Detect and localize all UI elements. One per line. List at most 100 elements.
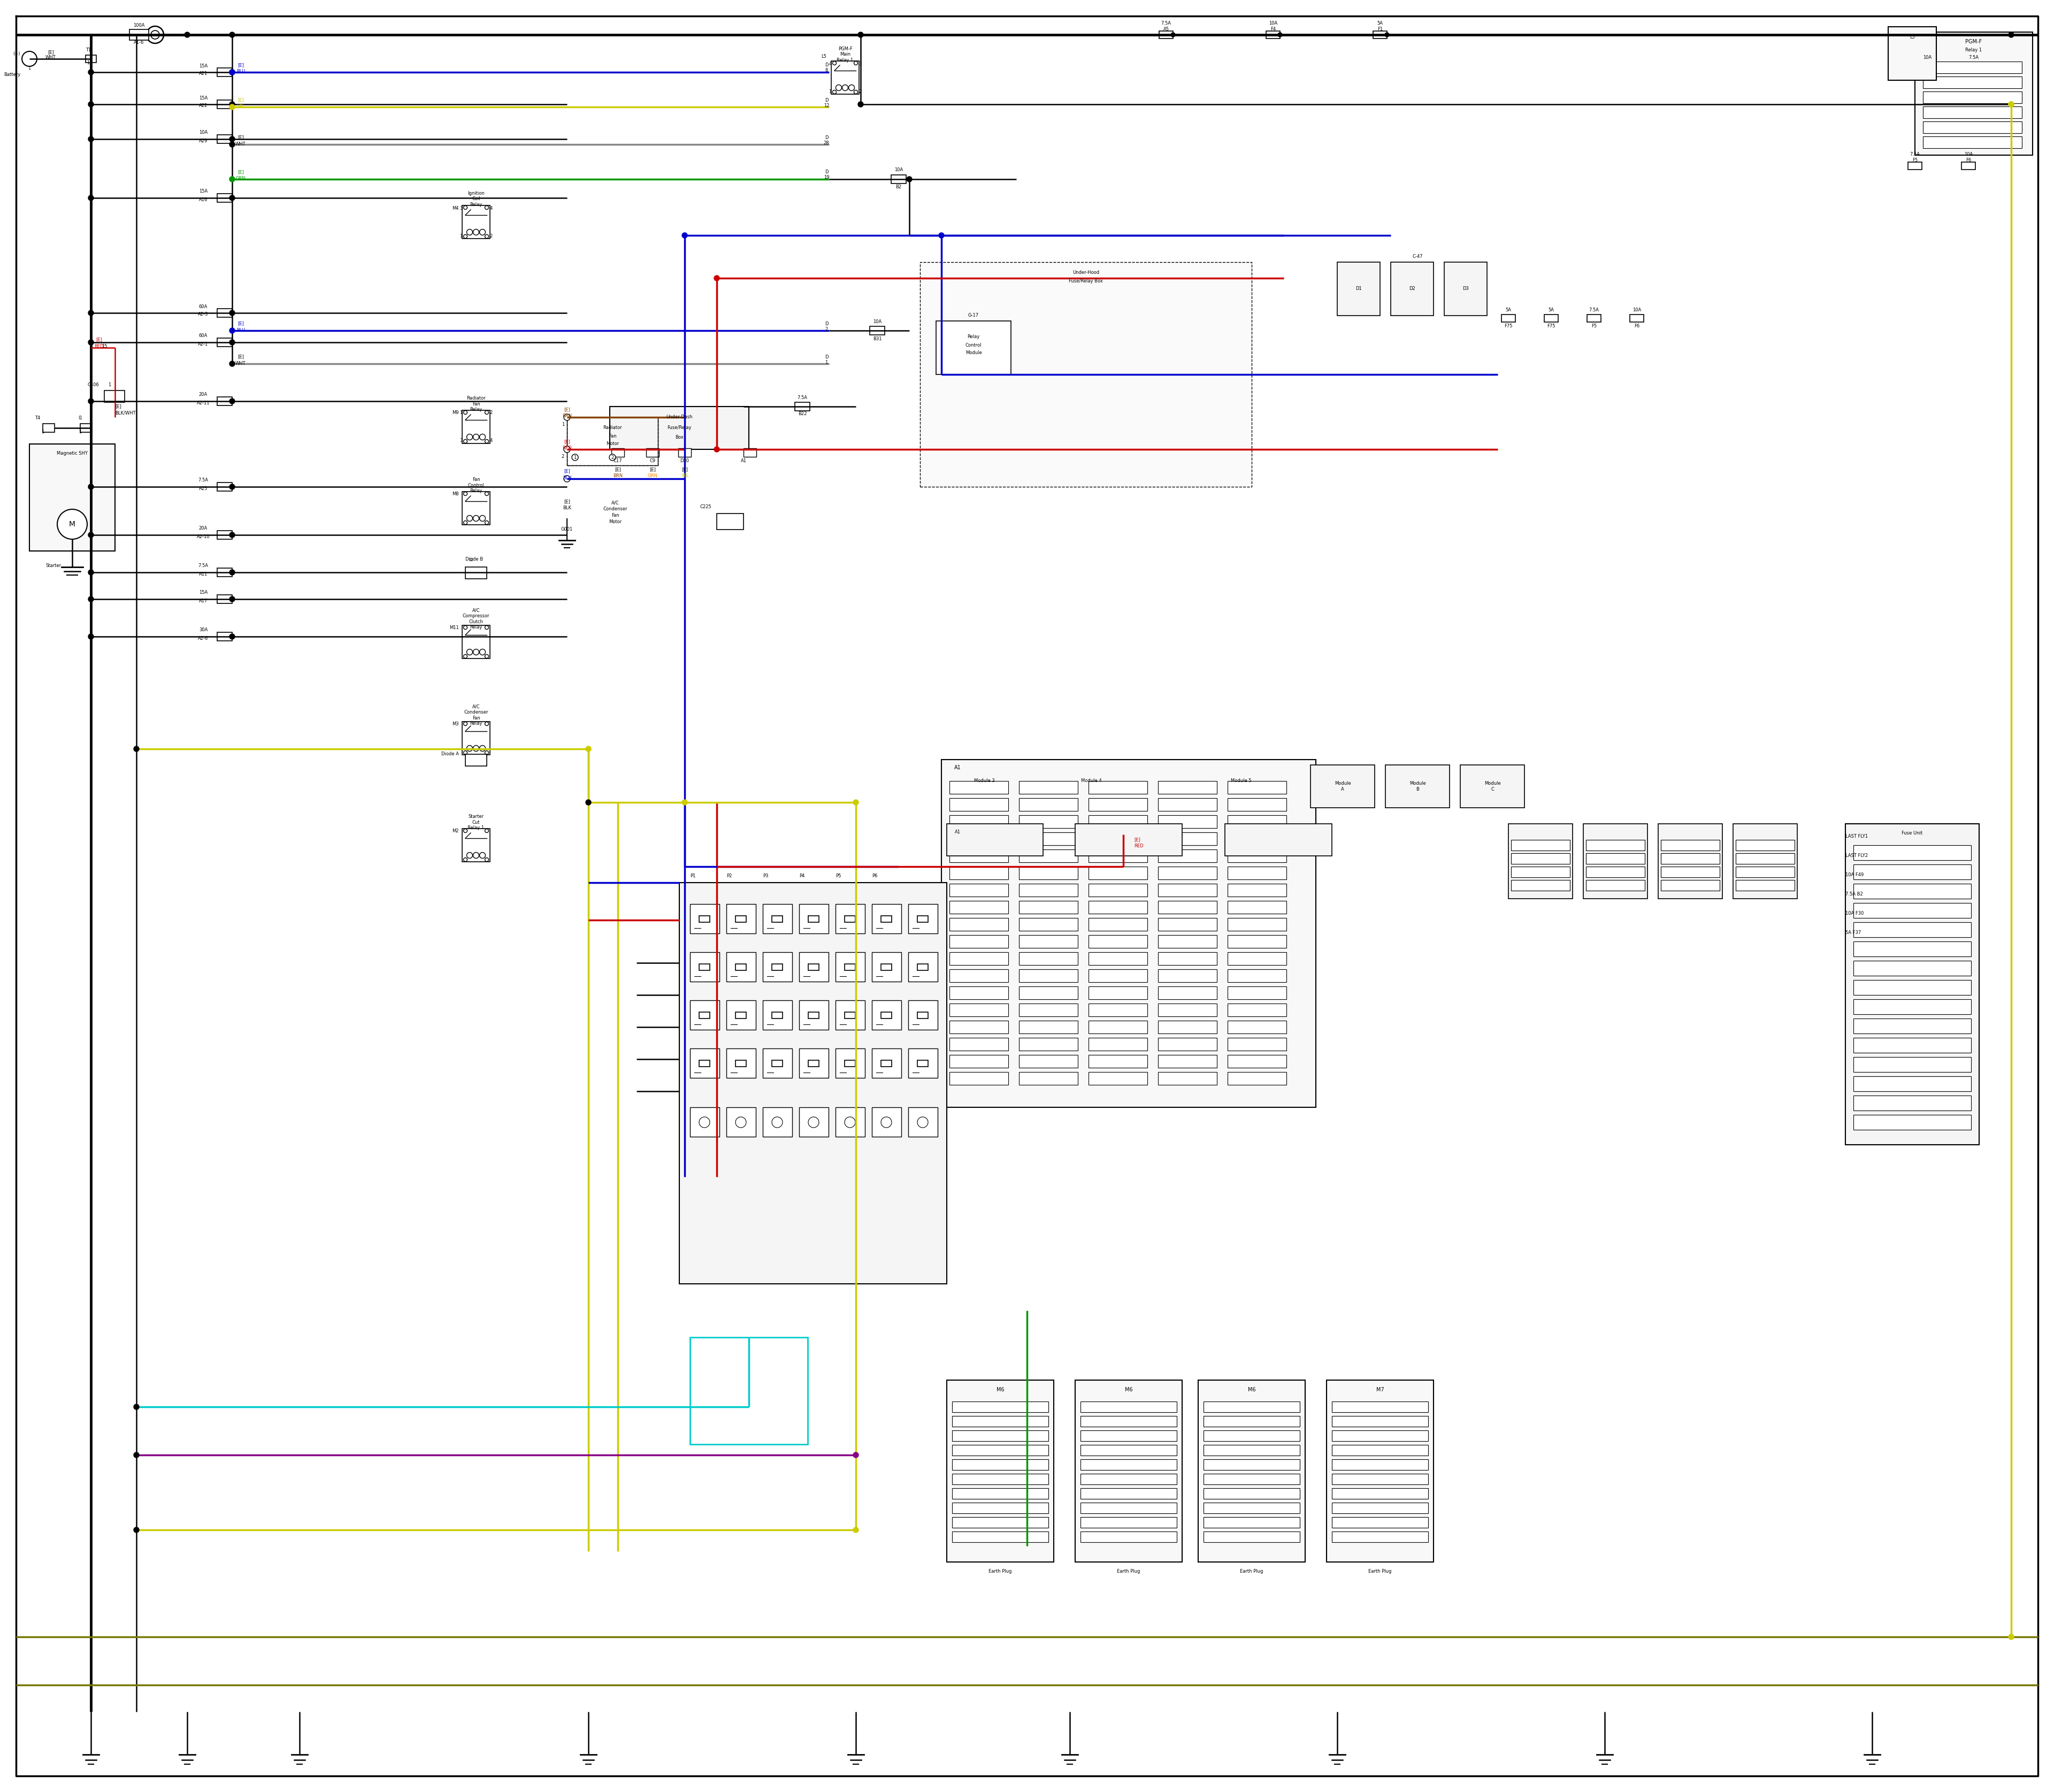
Bar (1228, 986, 1286, 1000)
Bar (836, 1107, 865, 1136)
Text: WHT: WHT (45, 56, 55, 61)
Bar (881, 964, 891, 969)
Text: 1: 1 (86, 61, 90, 66)
Circle shape (852, 1527, 859, 1532)
Bar (1228, 918, 1286, 930)
Bar (762, 952, 793, 982)
Text: A1: A1 (955, 830, 961, 835)
Text: [E]: [E] (563, 439, 571, 444)
Bar (1158, 1038, 1216, 1050)
Circle shape (859, 102, 863, 108)
Text: Module
B: Module B (1409, 781, 1425, 792)
Bar (567, 418, 657, 466)
Text: Fan: Fan (612, 513, 618, 518)
Circle shape (2009, 32, 2013, 38)
Bar (881, 1061, 891, 1066)
Circle shape (485, 625, 489, 629)
Text: Under-Dash: Under-Dash (665, 414, 692, 419)
Bar (1019, 1004, 1078, 1016)
Bar (1853, 923, 1972, 937)
Text: Condenser: Condenser (604, 507, 626, 513)
Circle shape (610, 453, 616, 461)
Text: YEL: YEL (680, 473, 688, 478)
Circle shape (859, 32, 863, 38)
Bar (1204, 1401, 1300, 1412)
Bar (1736, 853, 1795, 864)
Text: [E]: [E] (238, 97, 244, 102)
Bar (1853, 1095, 1972, 1111)
Bar (949, 831, 1009, 846)
Bar (1089, 901, 1148, 914)
Text: Module 3: Module 3 (974, 778, 994, 783)
Bar (717, 514, 744, 530)
Text: M6: M6 (1247, 1387, 1255, 1392)
Bar (1158, 986, 1216, 1000)
Circle shape (464, 625, 466, 629)
Bar (727, 1000, 756, 1030)
Bar (218, 595, 232, 604)
Text: D: D (824, 170, 828, 174)
Bar (1089, 849, 1148, 862)
Bar (807, 916, 820, 923)
Bar (567, 418, 657, 466)
Circle shape (230, 398, 234, 403)
Bar (1080, 1416, 1177, 1426)
Text: RED: RED (563, 446, 571, 450)
Text: 7.5A
F5: 7.5A F5 (1910, 152, 1920, 163)
Text: Radiator
Fan
Relay: Radiator Fan Relay (466, 396, 485, 412)
Bar (218, 633, 232, 642)
Circle shape (230, 70, 234, 75)
Text: 15: 15 (101, 344, 107, 349)
Circle shape (88, 634, 94, 640)
Bar (1853, 883, 1972, 898)
Bar (466, 754, 487, 765)
Text: Diode B: Diode B (466, 557, 483, 563)
Bar (1019, 901, 1078, 914)
Circle shape (230, 532, 234, 538)
Bar (1019, 781, 1078, 794)
Text: B2: B2 (896, 185, 902, 190)
Bar (1844, 824, 1980, 1145)
Text: 5A: 5A (1549, 306, 1555, 312)
Bar (466, 566, 487, 579)
Bar (1158, 781, 1216, 794)
Bar (844, 1012, 854, 1018)
Text: T1: T1 (86, 47, 90, 52)
Text: A/C
Condenser
Fan
Relay: A/C Condenser Fan Relay (464, 704, 489, 726)
Circle shape (134, 1527, 140, 1532)
Circle shape (2009, 102, 2013, 108)
Bar (1736, 880, 1795, 891)
Bar (129, 29, 148, 39)
Circle shape (230, 195, 234, 201)
Circle shape (571, 453, 579, 461)
Bar (1089, 1021, 1148, 1034)
Circle shape (134, 1452, 140, 1457)
Circle shape (185, 32, 189, 38)
Bar (1204, 1532, 1300, 1543)
Text: RED: RED (1134, 844, 1144, 849)
Bar (1019, 883, 1078, 896)
Bar (871, 952, 902, 982)
Bar (772, 964, 783, 969)
Text: A2-11: A2-11 (197, 400, 210, 405)
Bar (218, 68, 232, 77)
Bar (1629, 315, 1643, 323)
Text: A2-1: A2-1 (197, 342, 207, 346)
Circle shape (23, 52, 37, 66)
Text: BRN: BRN (563, 414, 571, 419)
Text: 1: 1 (78, 430, 82, 435)
Text: C-47: C-47 (1413, 254, 1423, 260)
Bar (1158, 815, 1216, 828)
Text: Module 4: Module 4 (1080, 778, 1101, 783)
Bar (1204, 1444, 1300, 1455)
Bar (1228, 1038, 1286, 1050)
Text: Box: Box (676, 435, 684, 441)
Text: 4: 4 (489, 206, 493, 210)
Bar (727, 1107, 756, 1136)
Text: M6: M6 (1126, 1387, 1132, 1392)
Text: LAST FLY1: LAST FLY1 (1844, 833, 1867, 839)
Bar (949, 901, 1009, 914)
Circle shape (88, 136, 94, 142)
Text: F6: F6 (1635, 323, 1639, 328)
Bar (949, 867, 1009, 880)
